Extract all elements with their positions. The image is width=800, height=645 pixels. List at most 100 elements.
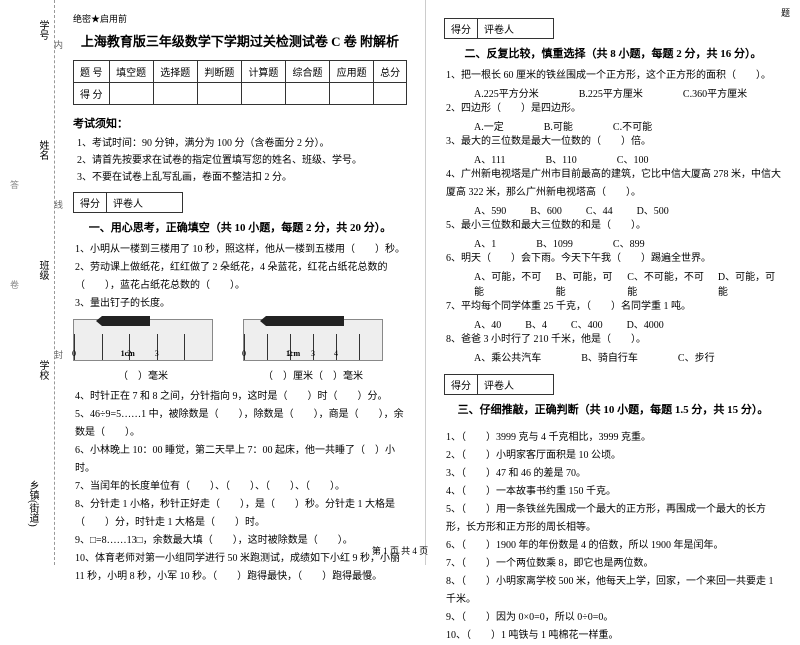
score-label: 得分: [445, 19, 478, 38]
ruler-row: 0 1cm 2 3 0 1cm 2 3 4: [73, 319, 407, 361]
binding-sidebar: 学号 姓名 班级 学校 乡镇(街道) 答 卷 内 线 封: [0, 0, 55, 565]
opt: A、590: [474, 202, 506, 217]
secret-label: 绝密★启用前: [73, 12, 407, 25]
ruler-1: 0 1cm 2 3: [73, 319, 213, 361]
opt: C、44: [586, 202, 613, 217]
ruler-ans-1: （ ）毫米: [73, 367, 213, 382]
opt: A、40: [474, 316, 501, 331]
dash-char-3: 封: [52, 350, 65, 367]
s3q10: 10、（ ）1 吨铁与 1 吨棉花一样重。: [444, 627, 782, 645]
opt: C、100: [617, 151, 649, 166]
vert-char-2: 卷: [8, 280, 21, 301]
opt: A、111: [474, 151, 505, 166]
s3q1: 1、（ ）3999 克与 4 千克相比，3999 克重。: [444, 429, 782, 447]
s3q8: 8、（ ）小明家离学校 500 米，他每天上学，回家，一个来回一共要走 1 千米…: [444, 573, 782, 609]
vert-char-1: 答: [8, 180, 21, 201]
marker-label: 评卷人: [107, 193, 149, 212]
opt: C.360平方厘米: [683, 85, 747, 100]
pencil-icon: [102, 316, 150, 326]
q2: 2、劳动课上做纸花，红红做了 2 朵纸花，4 朵蓝花，红花占纸花总数的（ ），蓝…: [73, 259, 407, 295]
th-2: 选择题: [153, 61, 197, 83]
s2q5-opts: A、1 B、1099 C、899: [444, 235, 782, 250]
s2q1: 1、把一根长 60 厘米的铁丝围成一个正方形，这个正方形的面积（ ）。: [444, 67, 782, 85]
s3q2: 2、（ ）小明家客厅面积是 10 公顷。: [444, 447, 782, 465]
s2q4-opts: A、590 B、600 C、44 D、500: [444, 202, 782, 217]
td-7[interactable]: [374, 83, 407, 105]
s2q7-opts: A、40 B、4 C、400 D、4000: [444, 316, 782, 331]
opt: C.不可能: [613, 118, 652, 133]
td-6[interactable]: [330, 83, 374, 105]
s2q8-opts: A、乘公共汽车 B、骑自行车 C、步行: [444, 349, 782, 364]
s2q6-opts: A、可能，不可能 B、可能，可能 C、不可能，不可能 D、可能，可能: [444, 268, 782, 298]
notice-item: 3、不要在试卷上乱写乱画，卷面不整洁扣 2 分。: [77, 169, 407, 186]
s2q5: 5、最小三位数和最大三位数的和是（ ）。: [444, 217, 782, 235]
opt: B、4: [525, 316, 547, 331]
td-4[interactable]: [241, 83, 285, 105]
q5: 5、46÷9=5……1 中，被除数是（ ），除数是（ ），商是（ ），余数是（ …: [73, 406, 407, 442]
notice-item: 2、请首先按要求在试卷的指定位置填写您的姓名、班级、学号。: [77, 152, 407, 169]
side-label-id: 学号: [35, 20, 50, 40]
opt: C、400: [571, 316, 603, 331]
s2q2-opts: A.一定 B.可能 C.不可能: [444, 118, 782, 133]
td-3[interactable]: [197, 83, 241, 105]
td-5[interactable]: [285, 83, 329, 105]
section2-title: 二、反复比较，慎重选择（共 8 小题，每题 2 分，共 16 分）。: [444, 45, 782, 61]
dash-char-2: 线: [52, 200, 65, 217]
opt: C、不可能，不可能: [627, 268, 710, 298]
opt: D、500: [637, 202, 669, 217]
s2q3: 3、最大的三位数是最大一位数的（ ）倍。: [444, 133, 782, 151]
th-3: 判断题: [197, 61, 241, 83]
opt: A.一定: [474, 118, 504, 133]
side-label-school: 学校: [35, 360, 50, 380]
s2q1-opts: A.225平方分米 B.225平方厘米 C.360平方厘米: [444, 85, 782, 100]
right-column: 得分 评卷人 二、反复比较，慎重选择（共 8 小题，每题 2 分，共 16 分）…: [425, 0, 800, 565]
th-0: 题 号: [74, 61, 110, 83]
ruler-ans-2: （ ）厘米（ ）毫米: [243, 367, 383, 382]
section1-title: 一、用心思考，正确填空（共 10 小题，每题 2 分，共 20 分）。: [73, 219, 407, 235]
marker-box: 得分 评卷人: [444, 18, 554, 39]
s2q2: 2、四边形（ ）是四边形。: [444, 100, 782, 118]
s2q4: 4、广州新电视塔是广州市目前最高的建筑，它比中信大厦高 278 米，中信大厦高 …: [444, 166, 782, 202]
opt: B.225平方厘米: [579, 85, 643, 100]
dash-char-1: 内: [52, 40, 65, 57]
q6: 6、小林晚上 10：00 睡觉，第二天早上 7：00 起床，他一共睡了（ ）小时…: [73, 442, 407, 478]
q3: 3、量出钉子的长度。: [73, 295, 407, 313]
opt: B、110: [545, 151, 576, 166]
marker-label: 评卷人: [478, 375, 520, 394]
side-label-class: 班级: [35, 260, 50, 280]
score-label: 得分: [445, 375, 478, 394]
opt: B.可能: [544, 118, 573, 133]
page-footer: 第 1 页 共 4 页: [0, 544, 800, 557]
s3q7: 7、（ ）一个两位数乘 8，即它也是两位数。: [444, 555, 782, 573]
opt: C、步行: [678, 349, 715, 364]
opt: D、4000: [627, 316, 664, 331]
td-0: 得 分: [74, 83, 110, 105]
left-column: 绝密★启用前 上海教育版三年级数学下学期过关检测试卷 C 卷 附解析 题 号 填…: [55, 0, 425, 565]
opt: C、899: [613, 235, 645, 250]
th-6: 应用题: [330, 61, 374, 83]
notice-title: 考试须知：: [73, 115, 407, 131]
notice-item: 1、考试时间：90 分钟，满分为 100 分（含卷面分 2 分）。: [77, 135, 407, 152]
ruler-2: 0 1cm 2 3 4: [243, 319, 383, 361]
th-4: 计算题: [241, 61, 285, 83]
opt: B、600: [530, 202, 562, 217]
exam-title: 上海教育版三年级数学下学期过关检测试卷 C 卷 附解析: [73, 31, 407, 50]
s2q6: 6、明天（ ）会下雨。今天下午我（ ）踢遍全世界。: [444, 250, 782, 268]
marker-label: 评卷人: [478, 19, 520, 38]
opt: A、1: [474, 235, 496, 250]
side-label-town: 乡镇(街道): [25, 480, 40, 527]
opt: B、骑自行车: [581, 349, 638, 364]
s3q3: 3、（ ）47 和 46 的差是 70。: [444, 465, 782, 483]
td-2[interactable]: [153, 83, 197, 105]
opt: B、1099: [536, 235, 573, 250]
marker-box: 得分 评卷人: [444, 374, 554, 395]
s3q9: 9、（ ）因为 0×0=0，所以 0÷0=0。: [444, 609, 782, 627]
pencil-icon: [266, 316, 344, 326]
notice-list: 1、考试时间：90 分钟，满分为 100 分（含卷面分 2 分）。 2、请首先按…: [73, 135, 407, 186]
s3q5: 5、（ ）用一条铁丝先围成一个最大的正方形，再围成一个最大的长方形，长方形和正方…: [444, 501, 782, 537]
opt: B、可能，可能: [556, 268, 620, 298]
marker-box: 得分 评卷人: [73, 192, 183, 213]
q1: 1、小明从一楼到三楼用了 10 秒，照这样，他从一楼到五楼用（ ）秒。: [73, 241, 407, 259]
q7: 7、当闰年的长度单位有（ ）、（ ）、（ ）、（ ）。: [73, 478, 407, 496]
td-1[interactable]: [109, 83, 153, 105]
